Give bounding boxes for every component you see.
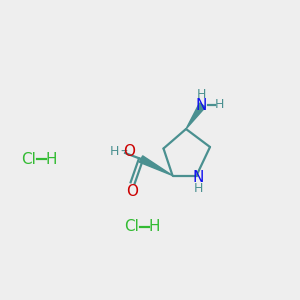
Polygon shape — [139, 156, 172, 176]
Text: H: H — [193, 182, 203, 195]
Text: Cl: Cl — [124, 219, 140, 234]
Text: H: H — [215, 98, 225, 112]
Text: N: N — [195, 98, 207, 112]
Text: H: H — [45, 152, 57, 166]
Text: N: N — [192, 169, 204, 184]
Text: H: H — [196, 88, 206, 101]
Text: Cl: Cl — [21, 152, 36, 166]
Text: H: H — [109, 145, 119, 158]
Text: –: – — [121, 145, 127, 158]
Text: H: H — [149, 219, 160, 234]
Text: O: O — [127, 184, 139, 200]
Polygon shape — [186, 103, 206, 129]
Text: O: O — [123, 144, 135, 159]
